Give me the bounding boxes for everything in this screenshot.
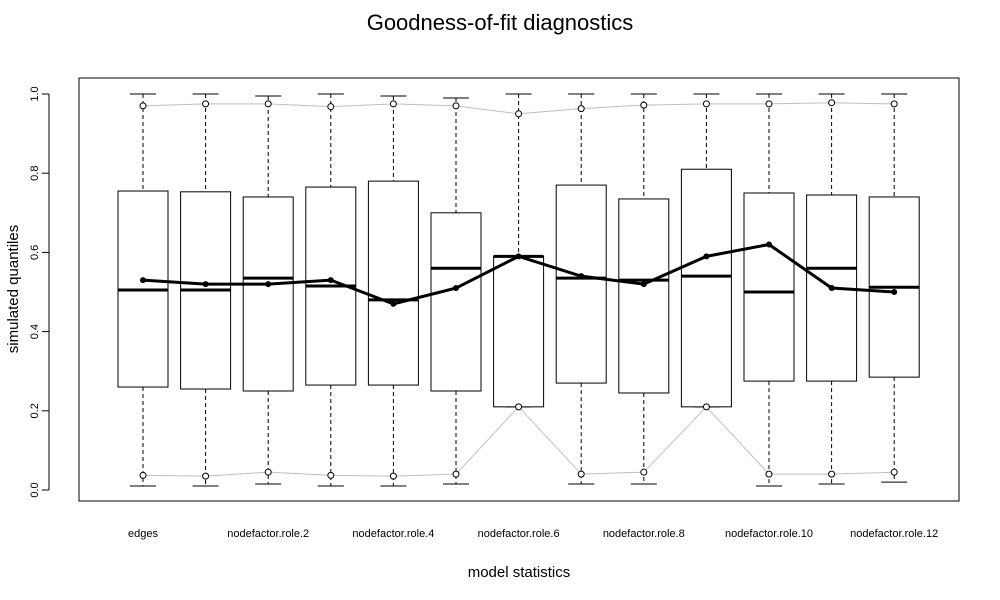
box (555, 184, 607, 384)
observed-point (140, 277, 146, 284)
bound-point (890, 100, 898, 108)
bound-point (389, 472, 397, 480)
box (242, 196, 294, 392)
bound-point (515, 403, 523, 411)
bound-point (139, 471, 147, 479)
box (430, 212, 482, 392)
bound-point (452, 470, 460, 478)
box (493, 255, 545, 408)
x-axis-label: model statistics (468, 564, 571, 581)
observed-point (891, 289, 898, 295)
bound-point (452, 102, 460, 110)
bound-point (765, 470, 773, 478)
chart-marks: 0.0 0.2 0.4 0.6 0.8 1.0 edges nodefactor.role.2… (29, 86, 938, 540)
box (743, 192, 795, 382)
bound-point (765, 100, 773, 108)
bound-point (890, 468, 898, 476)
bound-point (702, 100, 710, 108)
observed-point (515, 253, 522, 260)
x-category-label: edges (128, 528, 158, 540)
observed-point (578, 273, 585, 280)
bound-series-line (142, 406, 895, 477)
bound-point (577, 105, 585, 113)
y-tick-label: 0.8 (29, 166, 41, 181)
x-category-label: nodefactor.role.2 (227, 528, 309, 540)
bound-point (828, 470, 836, 478)
box (618, 198, 670, 394)
bound-point (202, 472, 210, 480)
bound-point (139, 102, 147, 110)
box (680, 168, 732, 408)
y-tick-label: 0.2 (29, 403, 41, 418)
y-tick-label: 0.0 (29, 482, 41, 497)
bound-point (828, 99, 836, 107)
bound-point (327, 471, 335, 479)
bound-point (264, 100, 272, 108)
bound-point (327, 103, 335, 111)
observed-point (202, 281, 209, 288)
observed-point (828, 285, 835, 292)
observed-point (640, 281, 647, 288)
observed-point (703, 253, 710, 260)
bound-point (264, 468, 272, 476)
x-category-label: nodefactor.role.12 (850, 528, 938, 540)
x-category-label: nodefactor.role.6 (478, 528, 560, 540)
box (367, 180, 419, 386)
bound-point (640, 101, 648, 109)
plot-frame (78, 77, 960, 502)
bound-point (202, 100, 210, 108)
bound-point (515, 110, 523, 118)
observed-point (327, 277, 334, 284)
y-axis-label: simulated quantiles (5, 225, 22, 353)
y-tick-label: 0.4 (29, 324, 41, 339)
observed-point (453, 285, 459, 292)
x-category-label: nodefactor.role.10 (725, 528, 813, 540)
bound-point (577, 470, 585, 478)
observed-point (265, 281, 272, 288)
y-tick-label: 1.0 (29, 86, 41, 101)
bound-point (702, 403, 710, 411)
x-category-label: nodefactor.role.8 (603, 528, 685, 540)
observed-point (766, 241, 772, 248)
observed-point (390, 300, 397, 307)
bound-point (389, 100, 397, 108)
chart-title: Goodness-of-fit diagnostics (367, 10, 634, 35)
y-tick-label: 0.6 (29, 245, 41, 260)
x-category-label: nodefactor.role.4 (352, 528, 434, 540)
bound-point (640, 468, 648, 476)
